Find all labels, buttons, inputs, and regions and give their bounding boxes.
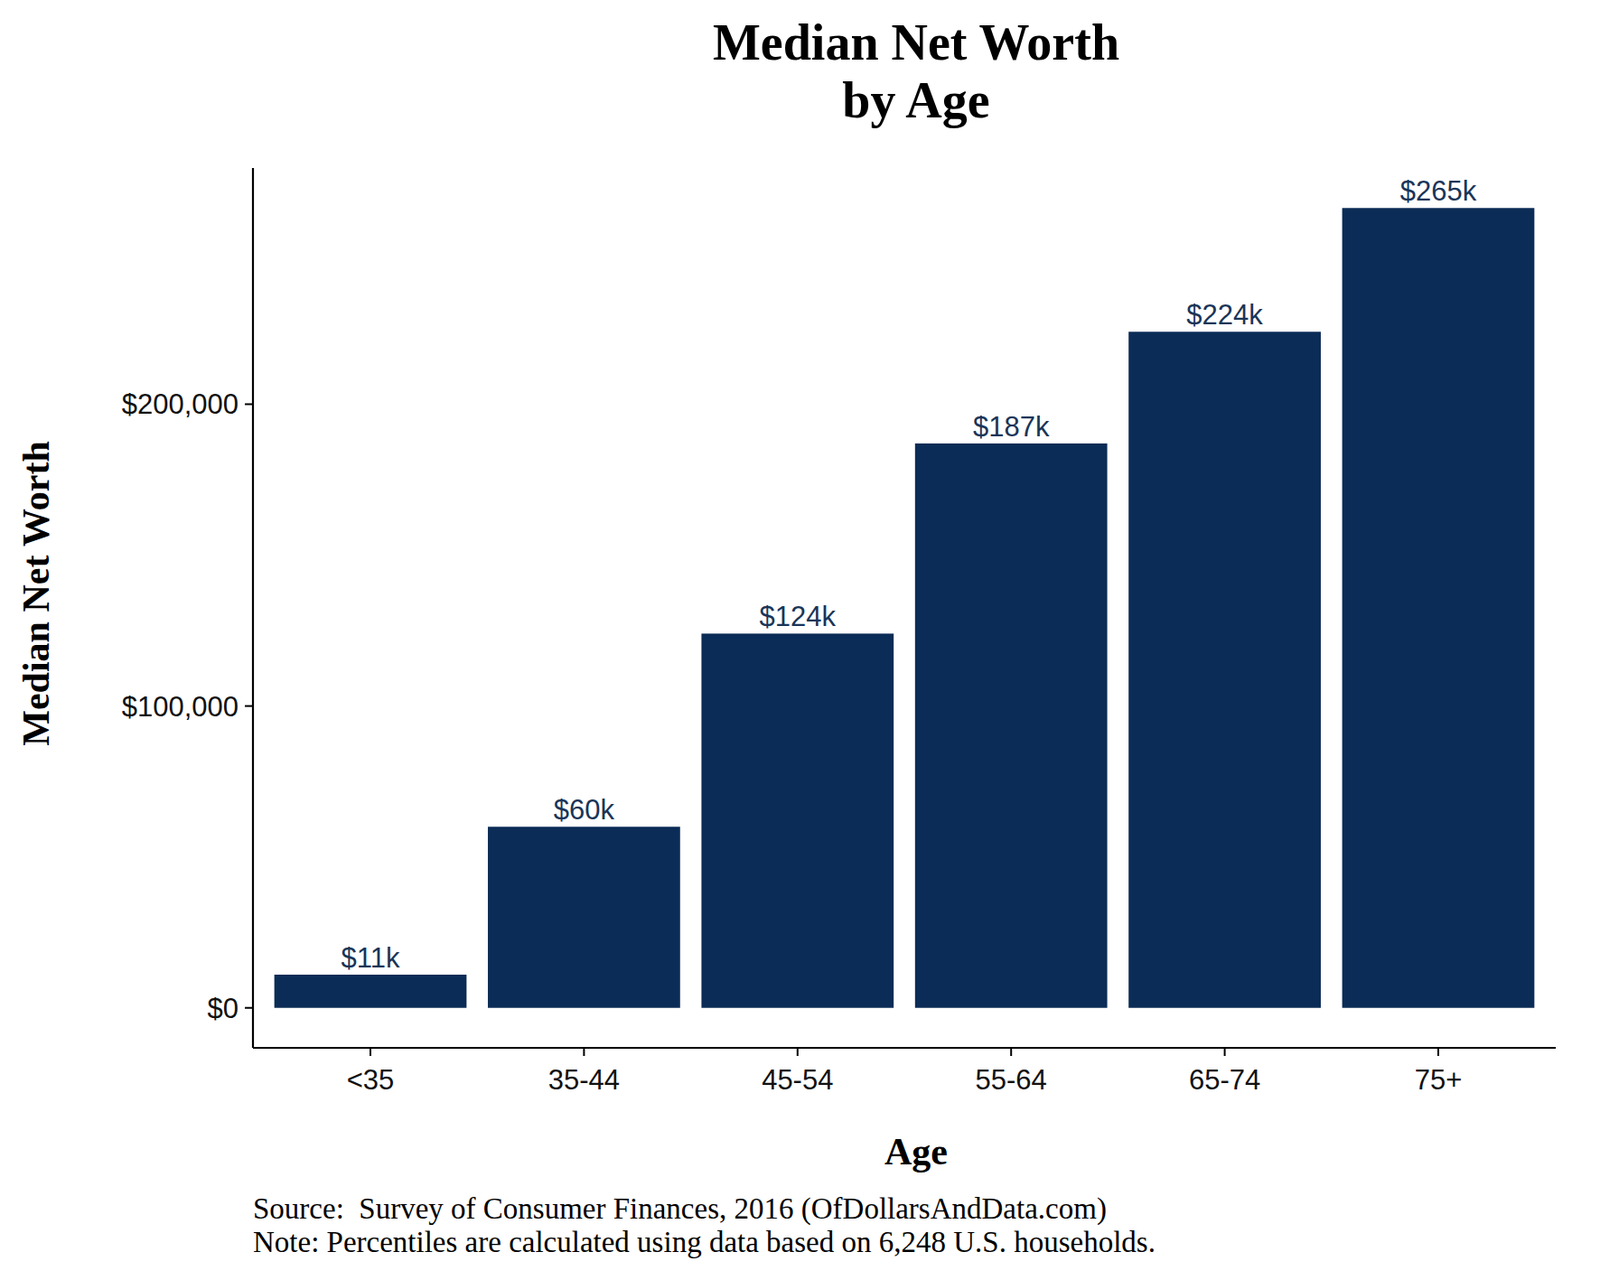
x-axis-label: Age <box>884 1131 948 1173</box>
bar <box>701 633 894 1008</box>
y-tick <box>244 1007 253 1010</box>
data-label: $60k <box>553 794 616 826</box>
title: Median Net Worth <box>712 14 1120 71</box>
x-tick-label: 45-54 <box>761 1064 833 1096</box>
x-tick-label: 35-44 <box>548 1064 620 1096</box>
data-label: $187k <box>973 411 1050 443</box>
y-tick <box>244 705 253 708</box>
x-tick-label: 55-64 <box>975 1064 1048 1096</box>
x-tick <box>582 1047 585 1057</box>
x-tick <box>1010 1047 1012 1057</box>
bars <box>274 207 1535 1008</box>
annotation: Source: Survey of Consumer Finances, 201… <box>252 1192 1107 1226</box>
title: by Age <box>842 72 990 129</box>
y-tick-label: $100,000 <box>121 691 239 723</box>
y-tick-label: $200,000 <box>121 388 239 421</box>
chart: Median Net Worthby Age$11k$60k$124k$187k… <box>0 0 1600 1280</box>
x-axis <box>252 1047 1556 1049</box>
bar <box>915 443 1108 1009</box>
data-label: $224k <box>1186 299 1264 331</box>
x-tick <box>796 1047 799 1057</box>
y-axis <box>252 168 254 1048</box>
bar <box>1342 207 1535 1008</box>
bar <box>1128 331 1321 1008</box>
data-label: $11k <box>341 942 401 974</box>
x-tick <box>369 1047 372 1057</box>
x-tick <box>1437 1047 1440 1057</box>
bar <box>274 974 468 1009</box>
x-tick <box>1224 1047 1226 1057</box>
y-tick-label: $0 <box>207 992 239 1025</box>
y-tick <box>244 402 253 405</box>
y-axis-label: Median Net Worth <box>15 440 57 747</box>
bar <box>487 826 681 1008</box>
x-tick-label: 75+ <box>1414 1064 1463 1096</box>
data-label: $124k <box>759 600 837 633</box>
x-tick-label: 65-74 <box>1188 1064 1261 1096</box>
x-tick-label: <35 <box>346 1064 395 1096</box>
annotation: Note: Percentiles are calculated using d… <box>252 1225 1156 1259</box>
data-label: $265k <box>1400 175 1478 207</box>
